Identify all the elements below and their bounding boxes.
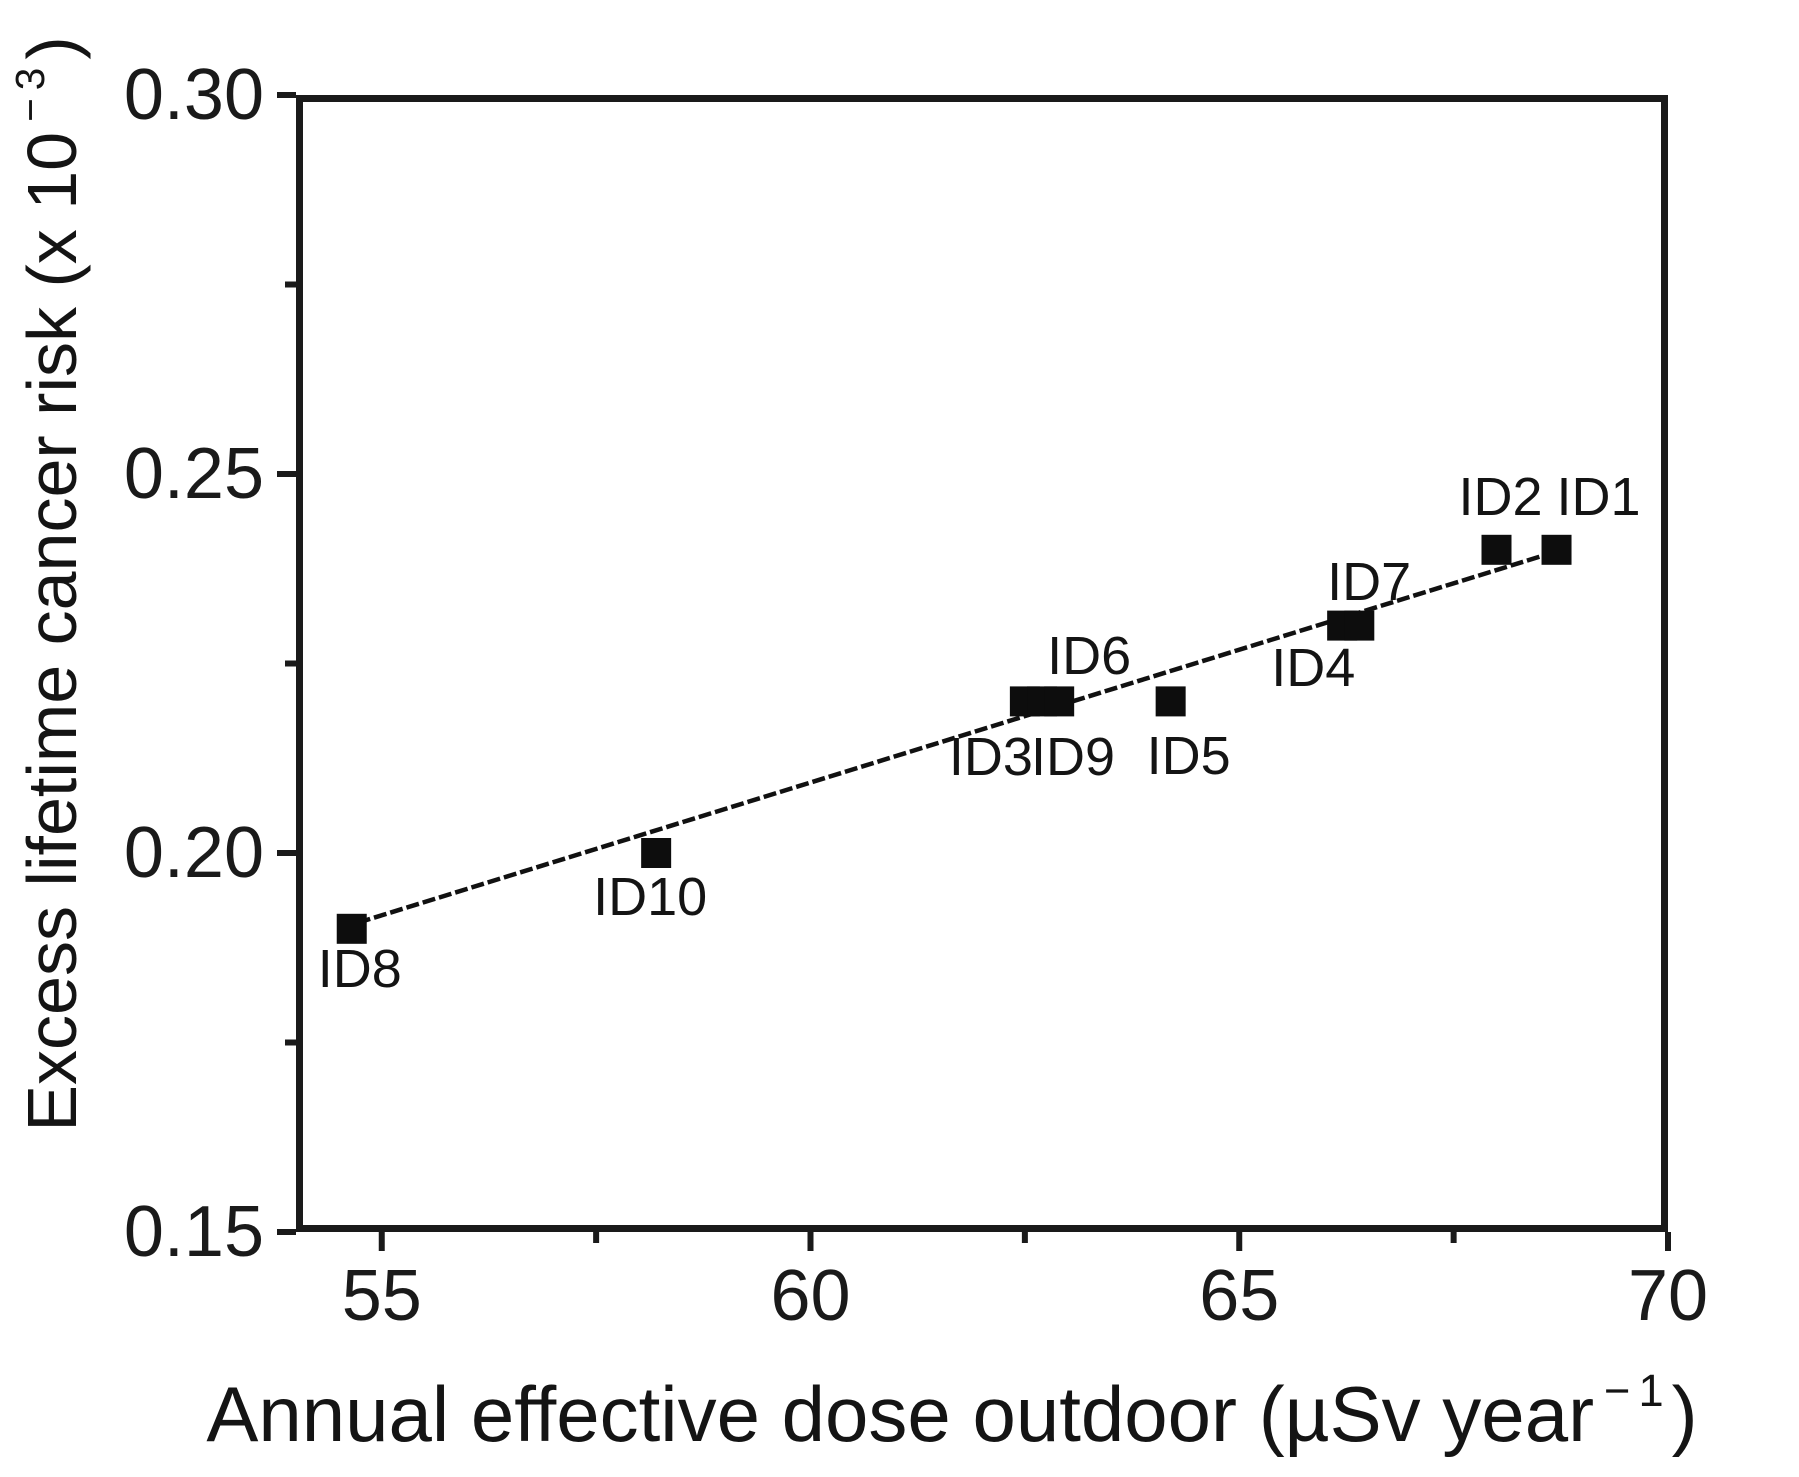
data-point-id5: [1155, 686, 1186, 717]
data-point-label-id6: ID6: [1047, 626, 1132, 687]
data-point-id2: [1481, 534, 1512, 565]
x-tick-label-60: 60: [770, 1256, 851, 1336]
x-axis-title: Annual effective dose outdoor (µSv year −…: [206, 1368, 1697, 1453]
x-tick-label-65: 65: [1199, 1256, 1280, 1336]
data-point-label-id7: ID7: [1327, 551, 1412, 612]
y-tick-label-0.25: 0.25: [123, 434, 264, 514]
data-point-id4: [1344, 610, 1375, 641]
data-point-label-id3: ID3: [948, 727, 1033, 788]
data-point-label-id5: ID5: [1146, 726, 1231, 787]
data-point-label-id4: ID4: [1271, 637, 1356, 698]
plot-border: [296, 95, 1668, 1232]
data-point-label-id1: ID1: [1556, 466, 1641, 527]
data-point-id10: [641, 838, 672, 868]
y-axis-title-superscript: −3: [7, 59, 54, 122]
data-point-id1: [1541, 534, 1572, 565]
data-point-label-id8: ID8: [317, 938, 402, 999]
y-tick-label-0.30: 0.30: [123, 55, 264, 135]
x-axis-title-text: Annual effective dose outdoor (µSv year: [206, 1370, 1595, 1458]
data-point-id6: [1044, 686, 1075, 717]
data-point-label-id10: ID10: [593, 867, 708, 927]
x-axis-title-close: ): [1671, 1370, 1698, 1458]
y-tick-label-0.20: 0.20: [123, 813, 264, 893]
data-point-id8: [336, 913, 367, 944]
x-tick-label-55: 55: [341, 1256, 422, 1336]
y-tick-label-0.15: 0.15: [123, 1192, 264, 1272]
y-axis-title-text: Excess lifetime cancer risk (x 10: [13, 131, 91, 1132]
y-axis-title: Excess lifetime cancer risk (x 10 −3): [7, 36, 91, 1131]
data-point-label-id9: ID9: [1030, 727, 1116, 788]
y-axis-title-close: ): [13, 36, 91, 60]
x-tick-label-70: 70: [1627, 1256, 1709, 1336]
data-point-label-id2: ID2: [1458, 466, 1543, 527]
x-axis-title-superscript: −1: [1604, 1364, 1672, 1416]
